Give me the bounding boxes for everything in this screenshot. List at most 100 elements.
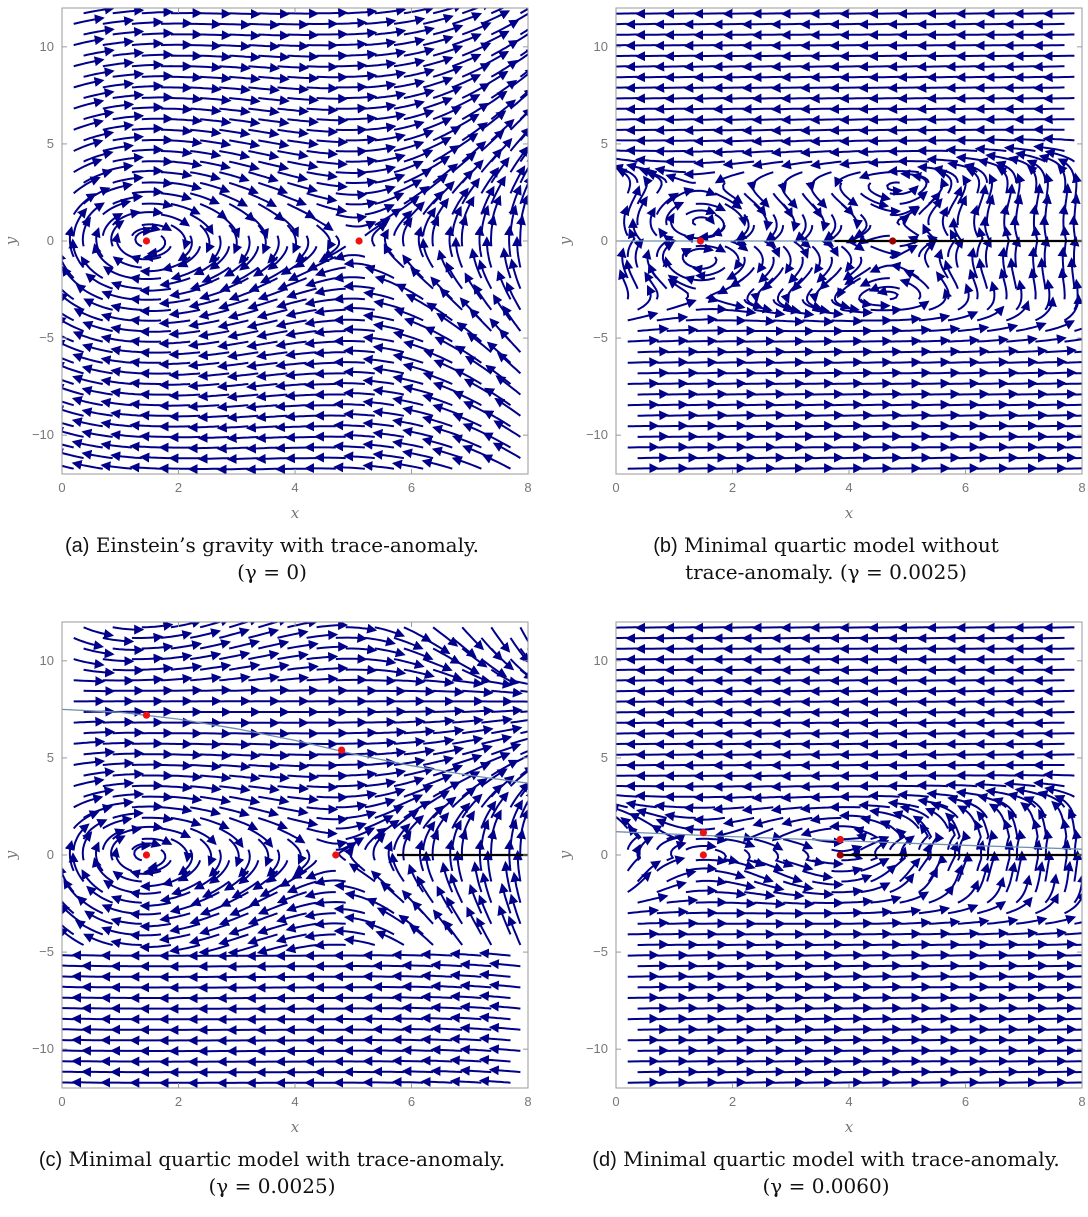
stream-arrow	[812, 1029, 842, 1030]
stream-arrow	[724, 691, 754, 692]
stream-arrow	[715, 299, 744, 307]
stream-arrow	[773, 468, 803, 469]
stream-arrow	[346, 75, 376, 77]
fixed-point	[355, 237, 362, 244]
stream-arrow	[628, 405, 658, 406]
stream-arrow	[825, 215, 835, 240]
stream-arrow	[491, 1049, 521, 1051]
stream-arrow	[919, 362, 949, 363]
stream-arrow	[404, 409, 433, 416]
stream-arrow	[977, 744, 1007, 745]
stream-arrow	[666, 733, 696, 734]
stream-arrow	[832, 193, 853, 214]
stream-arrow	[374, 987, 404, 988]
stream-arrow	[346, 222, 375, 226]
stream-arrow	[1074, 966, 1088, 967]
stream-arrow	[899, 691, 929, 692]
stream-arrow	[201, 945, 230, 952]
stream-arrow	[142, 818, 172, 820]
stream-arrow	[638, 458, 668, 459]
stream-arrow	[929, 415, 959, 416]
stream-arrow	[423, 975, 453, 976]
stream-arrow	[928, 77, 958, 78]
stream-arrow	[638, 373, 668, 374]
stream-arrow	[423, 791, 448, 807]
stream-arrow	[229, 119, 258, 123]
stream-arrow	[336, 65, 366, 66]
stream-arrow	[307, 278, 336, 285]
stream-arrow	[831, 151, 861, 153]
stream-arrow	[54, 987, 84, 988]
x-tick-label: 0	[612, 480, 619, 495]
stream-arrow	[928, 691, 958, 692]
stream-arrow	[783, 246, 791, 272]
stream-arrow	[287, 310, 316, 316]
stream-arrow	[317, 98, 347, 99]
stream-arrow	[307, 829, 336, 834]
stream-arrow	[277, 448, 307, 449]
stream-arrow	[715, 109, 745, 110]
stream-arrow	[433, 87, 461, 98]
stream-arrow	[860, 130, 890, 131]
stream-arrow	[657, 883, 685, 892]
stream-arrow	[656, 806, 686, 808]
stream-arrow	[229, 183, 257, 193]
stream-arrow	[161, 215, 188, 226]
stream-arrow	[307, 109, 337, 111]
stream-arrow	[84, 732, 114, 733]
stream-arrow	[657, 858, 684, 871]
stream-arrow	[278, 45, 308, 46]
stream-arrow	[346, 940, 375, 946]
stream-arrow	[841, 352, 871, 353]
stream-arrow	[375, 156, 404, 162]
stream-arrow	[219, 384, 249, 387]
stream-arrow	[200, 373, 230, 376]
stream-arrow	[316, 331, 346, 333]
stream-arrow	[394, 1018, 424, 1019]
stream-arrow	[423, 1082, 453, 1083]
stream-arrow	[977, 24, 1007, 25]
stream-arrow	[870, 712, 900, 713]
stream-arrow	[977, 902, 1004, 913]
stream-arrow	[395, 333, 423, 342]
stream-arrow	[987, 77, 1017, 78]
stream-arrow	[841, 35, 871, 36]
caption-text: Einstein’s gravity with trace-anomaly.	[96, 533, 479, 557]
stream-arrow	[229, 162, 258, 169]
stream-arrow	[657, 317, 687, 320]
stream-arrow	[221, 278, 248, 290]
stream-arrow	[103, 292, 132, 299]
stream-arrow	[1016, 394, 1046, 395]
stream-arrow	[84, 820, 106, 839]
stream-arrow	[317, 647, 347, 649]
stream-arrow	[928, 159, 958, 161]
stream-arrow	[686, 341, 716, 342]
stream-arrow	[831, 744, 861, 745]
stream-arrow	[666, 13, 696, 14]
stream-arrow	[142, 646, 172, 648]
stream-arrow	[724, 13, 754, 14]
stream-arrow	[56, 363, 84, 373]
stream-arrow	[44, 1082, 74, 1083]
stream-arrow	[131, 320, 161, 321]
stream-arrow	[491, 139, 511, 161]
stream-arrow	[1006, 1019, 1036, 1020]
stream-arrow	[860, 45, 890, 46]
stream-arrow	[364, 998, 394, 999]
fixed-point	[837, 851, 844, 858]
stream-arrow	[375, 10, 405, 14]
stream-arrow	[142, 76, 172, 77]
stream-arrow	[890, 998, 920, 999]
stream-arrow	[958, 415, 988, 416]
stream-arrow	[488, 343, 510, 363]
y-tick-label: 5	[47, 750, 54, 765]
stream-arrow	[141, 394, 171, 395]
stream-arrow	[754, 797, 784, 798]
stream-arrow	[103, 819, 131, 829]
stream-arrow	[335, 320, 365, 321]
stream-arrow	[248, 66, 278, 68]
stream-arrow	[783, 691, 813, 692]
stream-arrow	[103, 928, 132, 934]
stream-arrow	[287, 776, 317, 778]
